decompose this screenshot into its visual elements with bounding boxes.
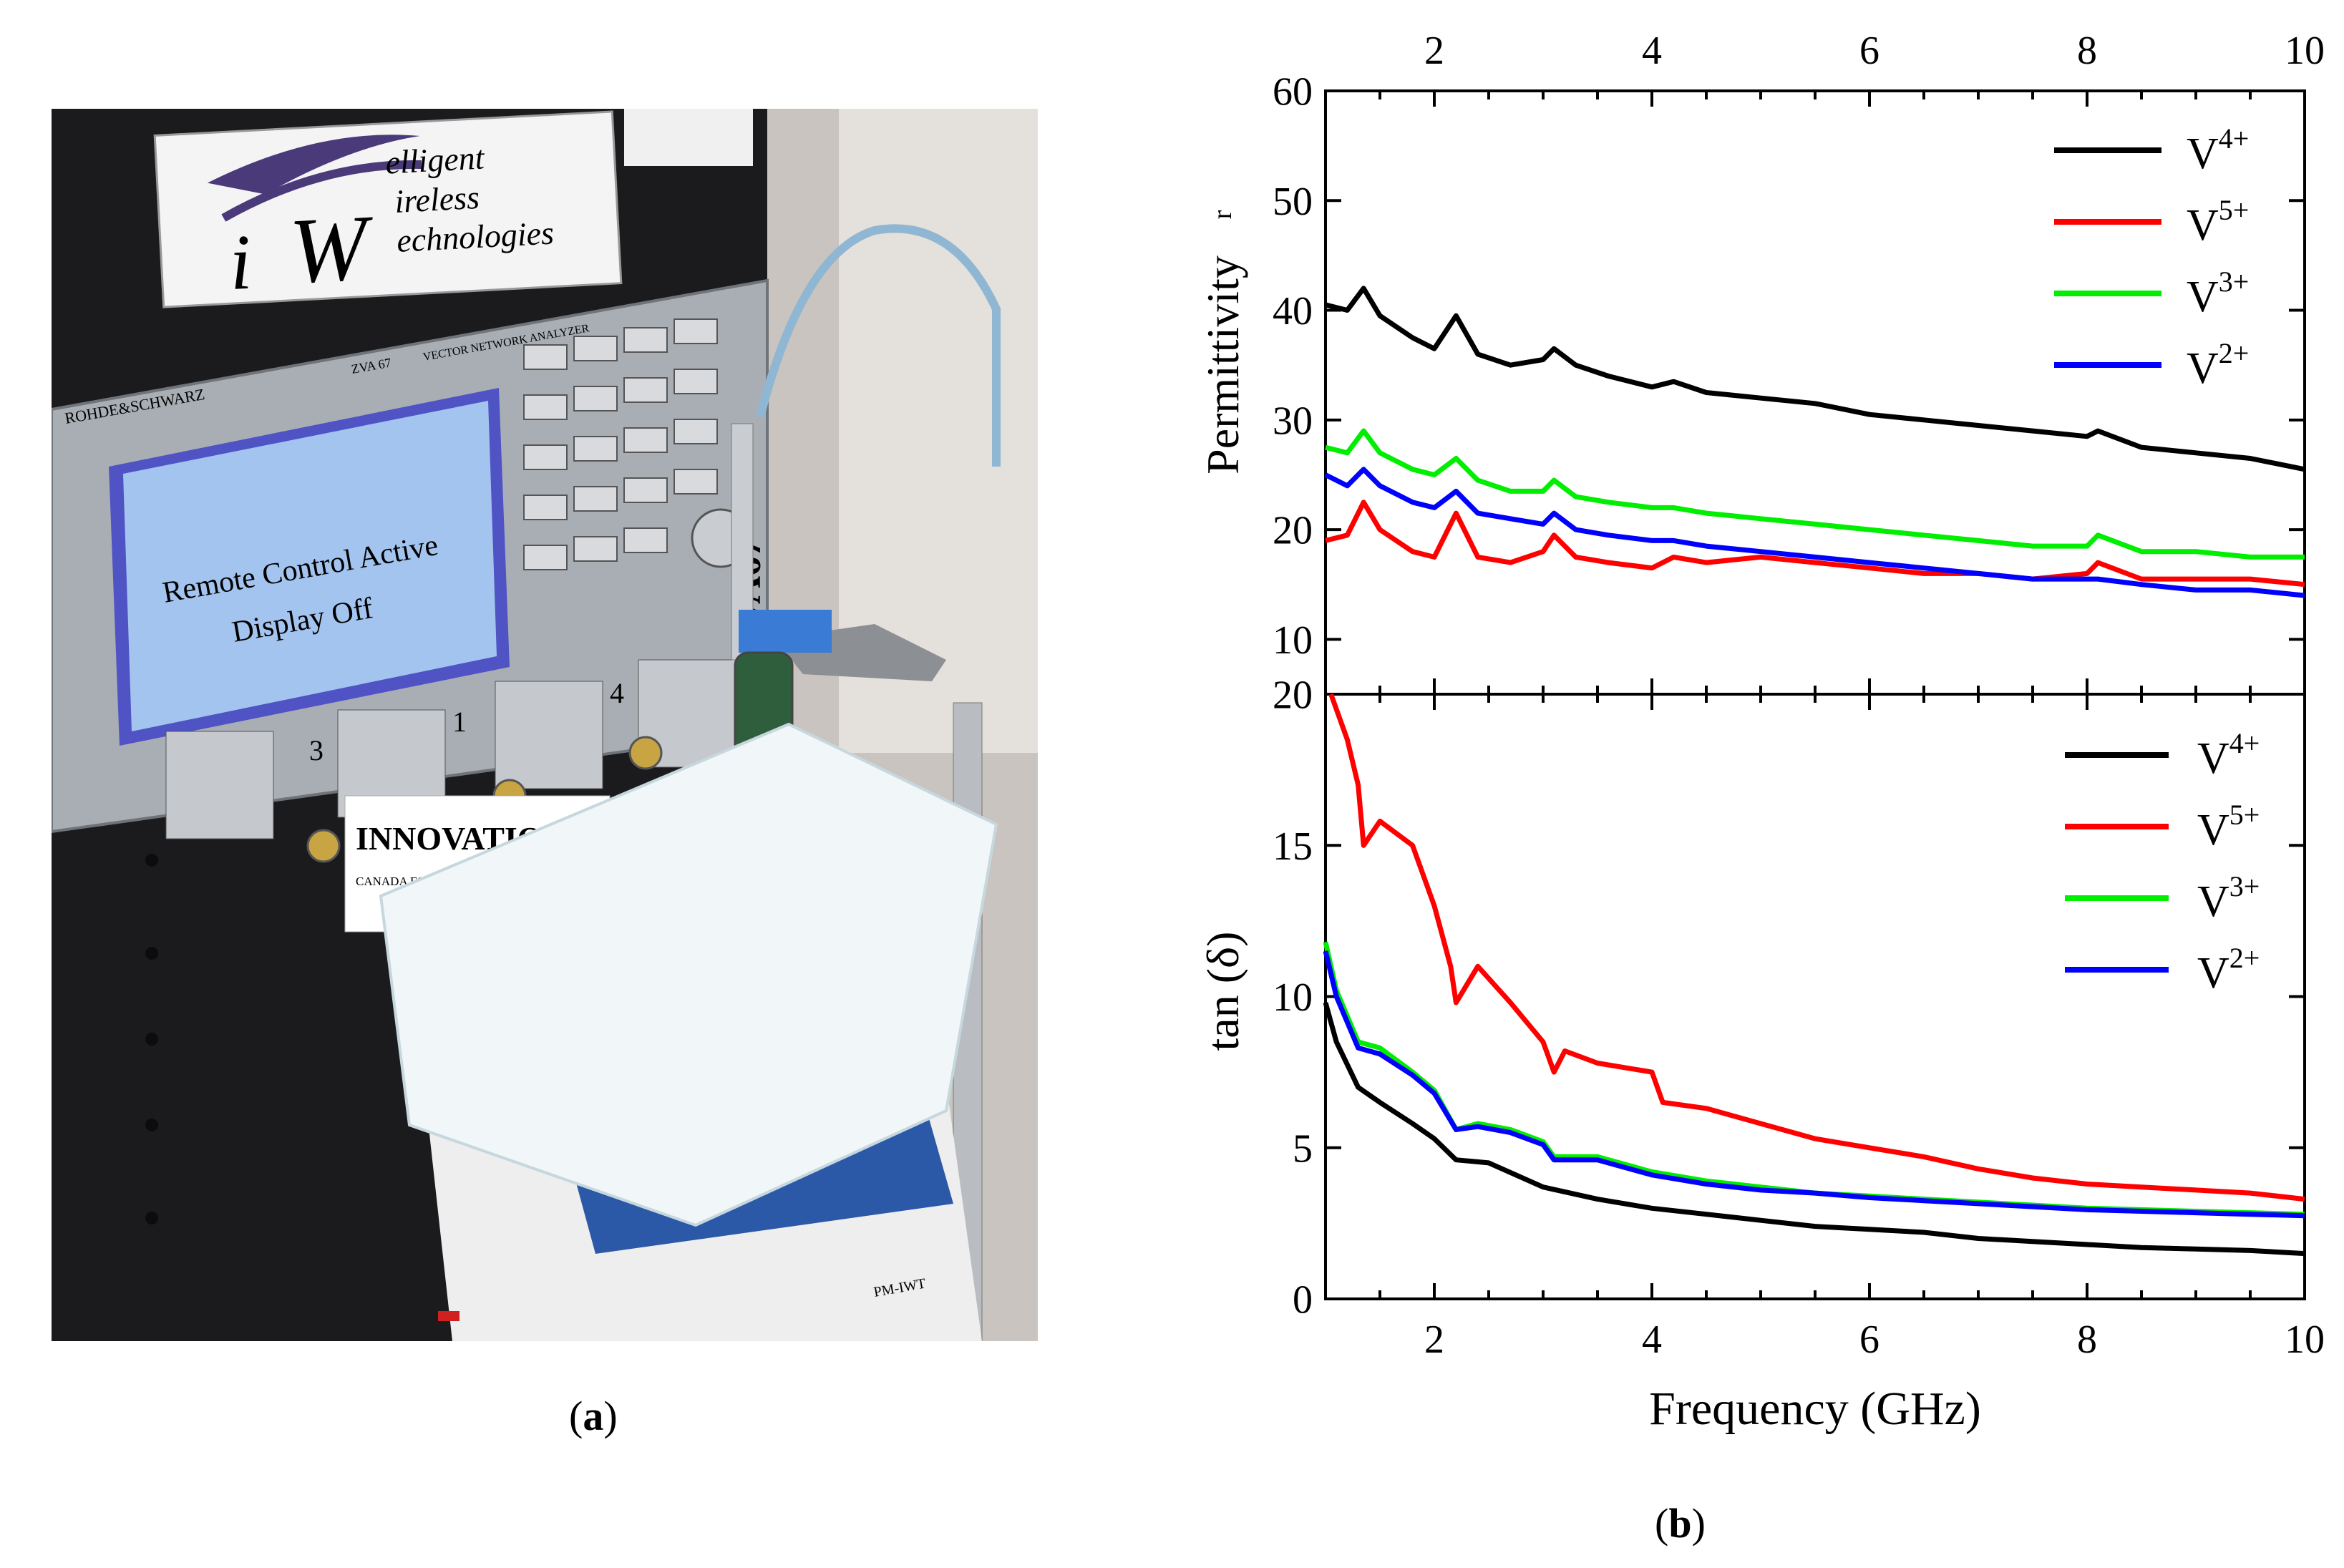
- power-led: [438, 1311, 459, 1321]
- caption-b-open: (: [1655, 1500, 1669, 1547]
- y-tick-label: 20: [1273, 509, 1313, 553]
- logo-text-2: ireless: [394, 179, 480, 220]
- series-line-V4+: [1325, 286, 2305, 472]
- x-tick-label: 8: [2077, 1318, 2097, 1362]
- y-tick-label: 15: [1273, 824, 1313, 869]
- legend-sup: 4+: [2229, 727, 2260, 759]
- x-tick-label: 2: [1424, 1318, 1444, 1362]
- caption-a-letter: a: [583, 1393, 604, 1439]
- y-tick-label: 10: [1273, 975, 1313, 1020]
- x-tick-label: 6: [1859, 29, 1879, 73]
- y-tick-label: 5: [1293, 1126, 1313, 1171]
- legend-label-V5+: V5+: [2197, 799, 2260, 854]
- legend-base: V: [2197, 949, 2229, 998]
- sticky-note: [624, 109, 753, 166]
- legend-label-V2+: V2+: [2187, 337, 2249, 393]
- series-line-V3+: [1325, 428, 2305, 560]
- y-tick-label: 60: [1273, 70, 1313, 115]
- legend-sup: 4+: [2219, 122, 2250, 155]
- legend-sup: 5+: [2219, 194, 2250, 226]
- x-tick-label: 2: [1424, 29, 1444, 73]
- y-tick-label: 10: [1273, 618, 1313, 663]
- foam-block: [379, 722, 998, 1227]
- legend-base: V: [2187, 344, 2219, 393]
- vna-screen: [123, 401, 497, 731]
- y-axis-label: Permittivity: [1197, 255, 1248, 474]
- x-tick-label: 6: [1859, 1318, 1879, 1362]
- iwt-logo-card: i W elligent ireless echnologies: [153, 110, 623, 308]
- series-line-V2+: [1323, 950, 2305, 1219]
- legend-label-V5+: V5+: [2187, 194, 2249, 250]
- legend-label-V4+: V4+: [2187, 122, 2249, 178]
- series-line-V3+: [1323, 941, 2305, 1217]
- legend-label-V3+: V3+: [2187, 266, 2249, 321]
- caption-a-open: (: [569, 1393, 583, 1439]
- legend-base: V: [2197, 806, 2229, 854]
- legend-sup: 5+: [2229, 799, 2260, 831]
- blue-clamp-grip: [739, 610, 832, 653]
- test-cable: [756, 224, 1001, 467]
- y-tick-label: 0: [1293, 1278, 1313, 1323]
- series-line-V2+: [1324, 467, 2305, 598]
- port-label-4: 4: [610, 677, 624, 709]
- svg-text:i: i: [227, 218, 253, 306]
- legend-base: V: [2197, 734, 2229, 783]
- x-tick-label: 4: [1642, 29, 1662, 73]
- legend-base: V: [2187, 130, 2219, 178]
- svg-text:W: W: [287, 196, 377, 303]
- series-line-V4+: [1323, 1002, 2305, 1257]
- legend-label-V3+: V3+: [2197, 870, 2260, 926]
- logo-text-3: echnologies: [396, 214, 555, 258]
- caption-b: (b): [1655, 1499, 1706, 1547]
- x-tick-label: 10: [2285, 1318, 2325, 1362]
- y-axis-label-subscript: r: [1207, 210, 1237, 219]
- caption-a-close: ): [603, 1393, 618, 1439]
- y-tick-label: 30: [1273, 399, 1313, 443]
- legend-sup: 3+: [2219, 266, 2250, 298]
- port-label-3: 3: [309, 734, 324, 766]
- measurement-setup-photo: i W elligent ireless echnologies ROHDE&S…: [52, 109, 1038, 1341]
- legend-label-V2+: V2+: [2197, 942, 2260, 998]
- y-tick-label: 40: [1273, 289, 1313, 333]
- x-tick-label: 10: [2285, 29, 2325, 73]
- legend-label-V4+: V4+: [2197, 727, 2260, 783]
- plot-frame: [1324, 89, 2306, 696]
- logo-text-1: elligent: [384, 139, 486, 180]
- legend-sup: 2+: [2229, 942, 2260, 974]
- y-tick-label: 50: [1273, 180, 1313, 224]
- x-axis-label: Frequency (GHz): [1649, 1383, 1981, 1435]
- caption-a: (a): [569, 1392, 618, 1440]
- series-line-V5+: [1328, 693, 2305, 1202]
- y-tick-label: 20: [1273, 673, 1313, 718]
- legend-base: V: [2187, 273, 2219, 321]
- series-line-V5+: [1325, 500, 2305, 588]
- legend-sup: 2+: [2219, 337, 2250, 369]
- x-tick-label: 8: [2077, 29, 2097, 73]
- y-axis-label: tan (δ): [1197, 932, 1248, 1051]
- caption-b-close: ): [1691, 1500, 1706, 1547]
- legend-base: V: [2187, 201, 2219, 250]
- legend-sup: 3+: [2229, 870, 2260, 902]
- caption-b-letter: b: [1668, 1500, 1692, 1547]
- legend-base: V: [2197, 877, 2229, 926]
- x-tick-label: 4: [1642, 1318, 1662, 1362]
- port-label-1: 1: [452, 706, 467, 738]
- rack-holes: [145, 854, 158, 1224]
- vna-keypad: [523, 318, 718, 570]
